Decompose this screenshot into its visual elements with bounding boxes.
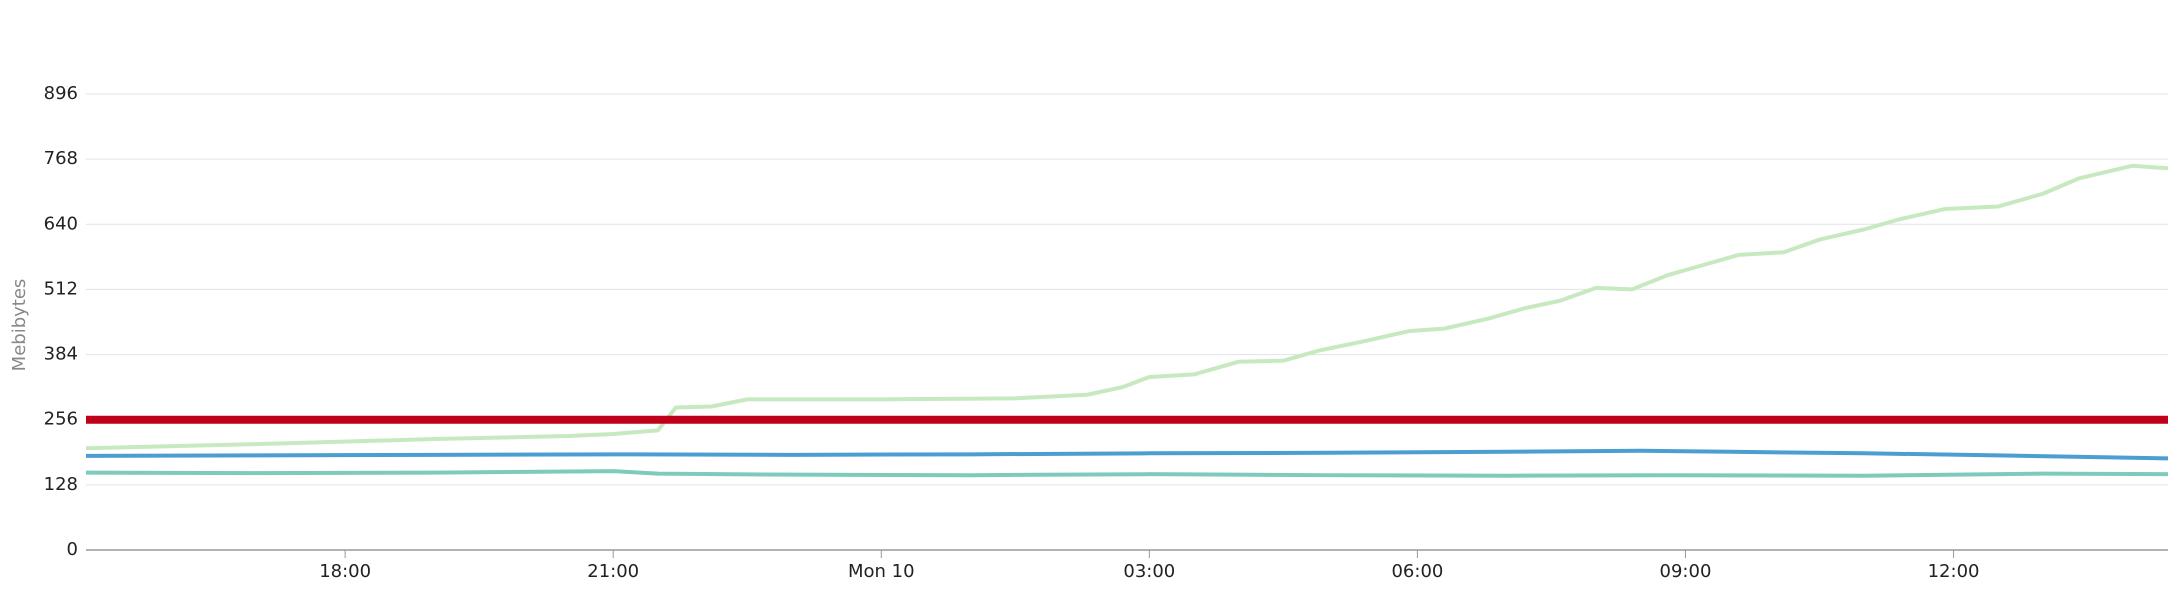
line-series: [85, 448, 2168, 461]
x-tick-label: 21:00: [587, 561, 639, 582]
y-axis-label: Mebibytes: [9, 279, 30, 372]
y-tick-label: 896: [44, 83, 78, 104]
y-tick-label: 128: [44, 474, 78, 495]
x-tick-label: 03:00: [1123, 561, 1175, 582]
y-tick-label: 256: [44, 409, 78, 430]
y-tick-label: 384: [44, 344, 78, 365]
x-tick-label: 09:00: [1660, 561, 1712, 582]
x-tick-label: Mon 10: [848, 561, 915, 582]
x-tick-label: 18:00: [319, 561, 371, 582]
x-tick-label: 06:00: [1391, 561, 1443, 582]
line-series: [85, 163, 2168, 451]
y-tick-label: 0: [67, 539, 78, 560]
line-series: [85, 469, 2168, 478]
y-tick-label: 640: [44, 213, 78, 234]
x-tick-label: 12:00: [1928, 561, 1980, 582]
y-tick-label: 768: [44, 148, 78, 169]
y-tick-label: 512: [44, 278, 78, 299]
